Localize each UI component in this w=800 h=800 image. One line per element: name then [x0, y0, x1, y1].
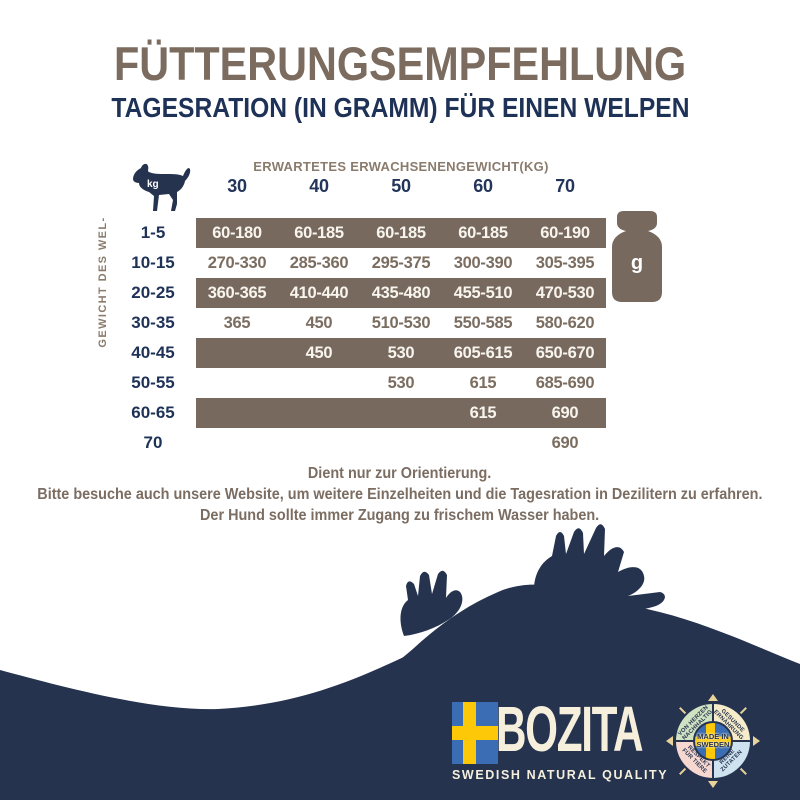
table-row: 50-55 530 615 685-690: [110, 368, 606, 398]
table-cell: 435-480: [371, 283, 431, 302]
brand-name: BOZITA: [496, 693, 643, 765]
column-header: 60: [473, 176, 493, 196]
table-cell: 455-510: [453, 283, 513, 302]
table-row: 70 690: [110, 428, 606, 458]
table-cell: [278, 398, 360, 428]
row-label: 1-5: [140, 223, 166, 242]
table-cell: [196, 338, 278, 368]
note-line-3: Der Hund sollte immer Zugang zu frischem…: [200, 507, 600, 524]
column-header: 30: [227, 176, 247, 196]
row-values: 360-365 410-440 435-480 455-510 470-530: [196, 278, 606, 308]
column-headers: 30 40 50 60 70: [196, 176, 606, 197]
swedish-flag-icon: [452, 702, 498, 764]
weight-icon-g-label: g: [631, 252, 643, 274]
row-label: 40-45: [131, 343, 175, 362]
note-line-2: Bitte besuche auch unsere Website, um we…: [37, 486, 763, 503]
table-cell: 580-620: [535, 313, 595, 332]
table-row: 1-5 60-180 60-185 60-185 60-185 60-190: [110, 218, 606, 248]
row-label: 60-65: [131, 403, 175, 422]
table-cell: [360, 428, 442, 458]
table-cell: 650-670: [535, 343, 595, 362]
table-cell: [196, 368, 278, 398]
table-row: 20-25 360-365 410-440 435-480 455-510 470-530: [110, 278, 606, 308]
table-cell: 470-530: [535, 283, 595, 302]
table-cell: 690: [551, 403, 579, 422]
table-cell: 615: [469, 403, 497, 422]
table-cell: [442, 428, 524, 458]
table-cell: 60-185: [458, 223, 508, 242]
table-cell: 360-365: [207, 283, 267, 302]
table-row: 10-15 270-330 285-360 295-375 300-390 305-395: [110, 248, 606, 278]
table-cell: 285-360: [289, 253, 349, 272]
compass-point-east-icon: [753, 736, 760, 746]
row-label: 20-25: [131, 283, 175, 302]
row-label: 70: [143, 433, 163, 452]
notes: Dient nur zur Orientierung. Bitte besuch…: [0, 463, 800, 526]
made-in-sweden-badge: VON HERZEN NACHHALTIG GESUNDE ERNÄHRUNG …: [666, 694, 760, 788]
table-cell: 270-330: [207, 253, 267, 272]
table-cell: 295-375: [371, 253, 431, 272]
table-row: 40-45 450 530 605-615 650-670: [110, 338, 606, 368]
table-cell: 605-615: [453, 343, 513, 362]
feeding-table: 1-5 60-180 60-185 60-185 60-185 60-190 10-15 27…: [110, 218, 606, 458]
table-cell: [360, 398, 442, 428]
bozita-logo: BOZITA SWEDISH NATURAL QUALITY: [452, 694, 669, 786]
table-cell: 615: [469, 373, 497, 392]
column-axis-label: ERWARTETES ERWACHSENENGEWICHT(KG): [253, 159, 549, 174]
table-cell: 365: [223, 313, 251, 332]
table-cell: 685-690: [535, 373, 595, 392]
table-cell: [278, 428, 360, 458]
brand-tagline: SWEDISH NATURAL QUALITY: [452, 768, 669, 782]
page-subtitle-text: TAGESRATION (IN GRAMM) FÜR EINEN WELPEN: [110, 92, 690, 123]
table-row: 30-35 365 450 510-530 550-585 580-620: [110, 308, 606, 338]
table-cell: 410-440: [289, 283, 349, 302]
row-values: 615 690: [196, 398, 606, 428]
table-cell: 60-190: [540, 223, 590, 242]
compass-point-west-icon: [666, 736, 673, 746]
dog-kg-icon: kg: [133, 163, 191, 211]
row-values: 450 530 605-615 650-670: [196, 338, 606, 368]
badge-center-flag-icon: [693, 721, 733, 761]
table-cell: 60-185: [376, 223, 426, 242]
compass-point-south-icon: [708, 781, 718, 788]
row-values: 60-180 60-185 60-185 60-185 60-190: [196, 218, 606, 248]
table-cell: 305-395: [535, 253, 595, 272]
row-values: 270-330 285-360 295-375 300-390 305-395: [196, 248, 606, 278]
table-row: 60-65 615 690: [110, 398, 606, 428]
row-label: 30-35: [131, 313, 175, 332]
table-cell: 300-390: [453, 253, 513, 272]
compass-point-north-icon: [708, 694, 718, 701]
table-cell: 450: [305, 343, 333, 362]
moose-wave-silhouette: [0, 524, 800, 800]
table-cell: 530: [387, 373, 415, 392]
row-axis-label: GEWICHT DES WEL-: [97, 216, 109, 348]
dog-icon-kg-label: kg: [147, 179, 159, 190]
page-title: FÜTTERUNGSEMPFEHLUNG: [0, 36, 800, 91]
table-cell: 510-530: [371, 313, 431, 332]
page-title-text: FÜTTERUNGSEMPFEHLUNG: [113, 37, 687, 90]
row-values: 365 450 510-530 550-585 580-620: [196, 308, 606, 338]
table-cell: 60-185: [294, 223, 344, 242]
row-values: 530 615 685-690: [196, 368, 606, 398]
page-subtitle: TAGESRATION (IN GRAMM) FÜR EINEN WELPEN: [0, 92, 800, 124]
row-label: 10-15: [131, 253, 175, 272]
flag-cross-horizontal: [452, 726, 498, 740]
badge-center-label: MADE IN SWEDEN: [696, 732, 730, 749]
column-header: 40: [309, 176, 329, 196]
table-cell: [278, 368, 360, 398]
note-line-1: Dient nur zur Orientierung.: [308, 465, 492, 482]
column-header: 70: [555, 176, 575, 196]
row-values: 690: [196, 428, 606, 458]
table-cell: 550-585: [453, 313, 513, 332]
table-cell: 530: [387, 343, 415, 362]
table-cell: 450: [305, 313, 333, 332]
table-cell: [196, 428, 278, 458]
table-cell: 60-180: [212, 223, 262, 242]
table-cell: [196, 398, 278, 428]
row-label: 50-55: [131, 373, 175, 392]
gram-weight-icon: g: [612, 211, 662, 302]
table-cell: 690: [551, 433, 579, 452]
column-header: 50: [391, 176, 411, 196]
